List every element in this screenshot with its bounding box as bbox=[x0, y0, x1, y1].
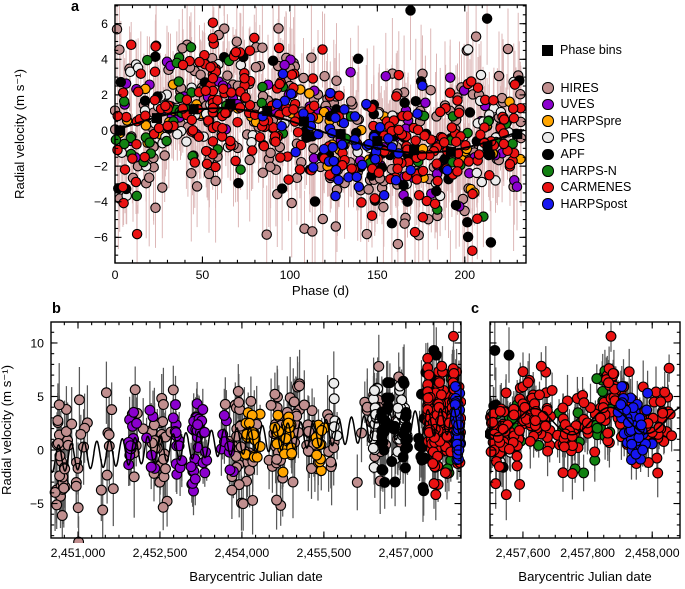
panel-c-plot: 2,457,600 2,457,800 2,458,000 Barycentric J… bbox=[485, 321, 681, 584]
legend-item-uves: UVES bbox=[542, 96, 682, 113]
legend: Phase bins HIRES UVES HARPSpre PFS APF H… bbox=[542, 42, 682, 212]
legend-label-phase-bins: Phase bins bbox=[560, 43, 622, 58]
xtick-label: 2,457,600 bbox=[496, 546, 551, 560]
legend-item-apf: APF bbox=[542, 146, 682, 163]
ylabel-a: Radial velocity (m s⁻¹) bbox=[12, 69, 27, 199]
xtick-label: 200 bbox=[455, 268, 476, 282]
legend-item-harpspost: HARPSpost bbox=[542, 196, 682, 213]
xlabel-c: Barycentric Julian date bbox=[518, 569, 651, 584]
xtick-label: 100 bbox=[280, 268, 301, 282]
xlabel-a: Phase (d) bbox=[292, 283, 349, 298]
panel-c-axes: 2,457,600 2,457,800 2,458,000 Barycentric J… bbox=[489, 321, 681, 584]
ytick-label: 10 bbox=[30, 336, 44, 350]
ytick-label: 0 bbox=[101, 124, 108, 138]
phase-bins-square-icon bbox=[542, 44, 553, 56]
harpsn-marker-icon bbox=[542, 165, 554, 177]
panel-b-axes: 2,451,000 2,452,500 2,454,000 2,455,500 2,45… bbox=[0, 321, 462, 584]
ytick-label: −6 bbox=[94, 231, 108, 245]
legend-label-harpspre: HARPSpre bbox=[560, 114, 622, 129]
xtick-label: 50 bbox=[196, 268, 210, 282]
ytick-label: −2 bbox=[94, 159, 108, 173]
xtick-label: 150 bbox=[367, 268, 388, 282]
xtick-label: 2,457,000 bbox=[379, 546, 434, 560]
ytick-label: −5 bbox=[30, 497, 44, 511]
legend-label-carmenes: CARMENES bbox=[560, 180, 632, 195]
ytick-label: −4 bbox=[94, 195, 108, 209]
xtick-label: 2,454,000 bbox=[215, 546, 270, 560]
legend-item-carmenes: CARMENES bbox=[542, 179, 682, 196]
panel-c-label: c bbox=[471, 301, 480, 317]
series-HARPSpost bbox=[612, 381, 658, 466]
panel-b-plot: 2,451,000 2,452,500 2,454,000 2,455,500 2,45… bbox=[0, 321, 466, 584]
ytick-label: 5 bbox=[37, 390, 44, 404]
series-HARPSpost bbox=[449, 381, 466, 466]
legend-item-harpspre: HARPSpre bbox=[542, 113, 682, 130]
carmenes-marker-icon bbox=[542, 181, 554, 194]
model-curve bbox=[115, 107, 525, 154]
phase-bins bbox=[115, 98, 523, 158]
panel-b-label: b bbox=[52, 301, 61, 317]
legend-label-hires: HIRES bbox=[560, 80, 599, 95]
ylabel-b: Radial velocity (m s⁻¹) bbox=[0, 365, 14, 495]
legend-label-pfs: PFS bbox=[560, 130, 585, 145]
legend-label-apf: APF bbox=[560, 147, 585, 162]
ytick-label: 4 bbox=[101, 53, 108, 67]
legend-item-phase-bins: Phase bins bbox=[542, 42, 682, 59]
hires-marker-icon bbox=[542, 82, 554, 94]
model-curve bbox=[51, 406, 461, 474]
harpspre-marker-icon bbox=[542, 115, 554, 127]
ytick-label: 6 bbox=[101, 17, 108, 31]
legend-item-harpsn: HARPS-N bbox=[542, 163, 682, 180]
legend-item-pfs: PFS bbox=[542, 129, 682, 146]
model-curve bbox=[490, 406, 680, 437]
xtick-label: 2,452,500 bbox=[133, 546, 188, 560]
panel-a-label: a bbox=[71, 0, 80, 15]
ytick-label: 0 bbox=[37, 443, 44, 457]
uves-marker-icon bbox=[542, 98, 554, 111]
data-points bbox=[110, 5, 527, 256]
legend-label-uves: UVES bbox=[560, 97, 595, 112]
ytick-label: 2 bbox=[101, 88, 108, 102]
panel-a-plot: 0 50 100 150 200 −6 −4 −2 0 2 4 6 Phase (d) Radial ve… bbox=[12, 4, 527, 298]
legend-item-hires: HIRES bbox=[542, 80, 682, 97]
xtick-label: 2,458,000 bbox=[625, 546, 680, 560]
data-points bbox=[485, 330, 678, 501]
legend-label-harpspost: HARPSpost bbox=[560, 197, 628, 212]
pfs-marker-icon bbox=[542, 131, 554, 144]
panel-a-axes: 0 50 100 150 200 −6 −4 −2 0 2 4 6 Phase (d) Radial ve… bbox=[12, 4, 527, 298]
legend-label-harpsn: HARPS-N bbox=[560, 163, 617, 178]
xtick-label: 2,455,500 bbox=[297, 546, 352, 560]
apf-marker-icon bbox=[542, 148, 554, 161]
xlabel-b: Barycentric Julian date bbox=[189, 569, 322, 584]
xtick-label: 0 bbox=[112, 268, 119, 282]
xtick-label: 2,451,000 bbox=[51, 546, 106, 560]
harpspost-marker-icon bbox=[542, 198, 554, 210]
xtick-label: 2,457,800 bbox=[560, 546, 615, 560]
